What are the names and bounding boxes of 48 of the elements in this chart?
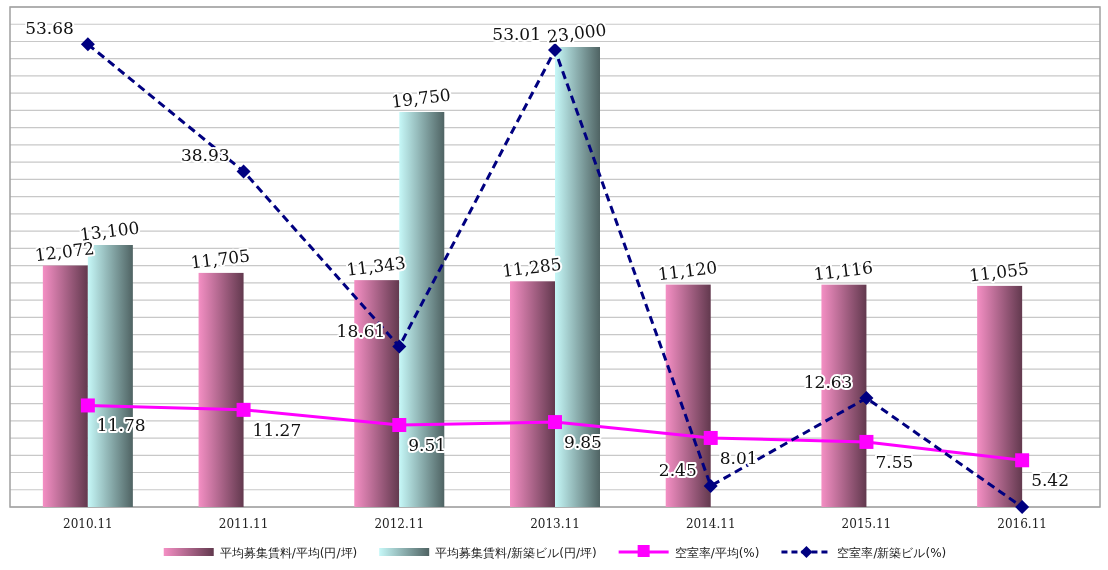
data-label: 19,750	[390, 84, 452, 112]
point	[859, 391, 874, 406]
point	[392, 418, 407, 433]
x-tick-label: 2012.11	[374, 517, 425, 531]
point	[703, 478, 718, 493]
bar	[42, 265, 88, 507]
legend-label: 平均募集賃料/新築ビル(円/坪)	[435, 546, 597, 560]
data-label: 11,055	[968, 258, 1030, 286]
data-label: 12.63	[803, 372, 853, 393]
point	[548, 415, 562, 430]
point	[1015, 500, 1030, 514]
data-label: 11,285	[501, 253, 563, 281]
data-label: 18.61	[336, 320, 386, 341]
x-tick-label: 2016.11	[997, 517, 1047, 531]
data-label: 38.93	[180, 145, 230, 166]
bar	[510, 281, 555, 507]
bar	[198, 272, 244, 507]
x-tick-label: 2014.11	[685, 517, 736, 531]
data-label: 11.27	[252, 419, 302, 440]
legend-label: 平均募集賃料/平均(円/坪)	[219, 546, 358, 560]
data-label: 11,343	[345, 252, 407, 280]
data-label: 8.01	[719, 447, 758, 468]
data-label: 23,000	[546, 19, 608, 47]
x-tick-label: 2011.11	[218, 517, 269, 531]
data-label: 9.51	[408, 435, 447, 456]
data-label: 11,120	[656, 257, 719, 285]
legend-label: 空室率/新築ビル(%)	[837, 546, 947, 560]
data-label: 53.68	[25, 18, 74, 39]
point	[703, 430, 718, 445]
data-label: 11,705	[189, 245, 252, 273]
point	[80, 37, 95, 52]
bar	[977, 285, 1023, 507]
point	[1015, 453, 1030, 468]
legend-label: 空室率/平均(%)	[674, 546, 760, 560]
point	[80, 398, 95, 413]
data-label: 53.01	[492, 24, 541, 45]
x-tick-label: 2013.11	[530, 517, 580, 531]
point	[392, 339, 407, 354]
data-label: 5.42	[1031, 470, 1069, 491]
data-label: 7.55	[875, 451, 914, 472]
data-label: 11,116	[812, 257, 874, 285]
x-tick-label: 2015.11	[841, 517, 892, 531]
point	[548, 43, 562, 58]
point	[236, 402, 251, 417]
x-tick-label: 2010.11	[63, 517, 113, 531]
data-label: 2.45	[658, 459, 697, 480]
point	[236, 164, 251, 179]
point	[859, 434, 874, 449]
